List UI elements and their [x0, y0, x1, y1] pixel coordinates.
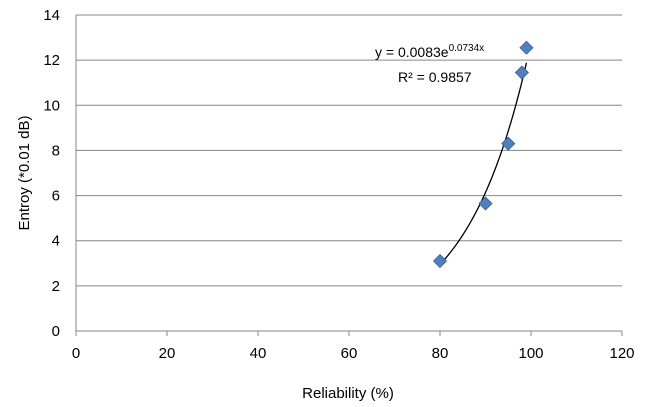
- equation-base: y = 0.0083e: [375, 44, 449, 60]
- y-tick-label: 0: [52, 323, 60, 340]
- y-tick-label: 14: [43, 7, 60, 24]
- data-point: [478, 196, 493, 211]
- y-axis-ticks: 0 2 4 6 8 10 12 14: [43, 7, 60, 340]
- data-point: [519, 40, 534, 55]
- data-points: [432, 40, 534, 269]
- x-tick-label: 120: [609, 345, 634, 362]
- x-tick-label: 100: [518, 345, 543, 362]
- data-point: [514, 65, 529, 80]
- x-axis-ticks: 0 20 40 60 80 100 120: [72, 331, 635, 362]
- x-axis-title: Reliability (%): [302, 385, 394, 402]
- trendline-equation: y = 0.0083e0.0734x: [375, 43, 484, 60]
- y-tick-label: 6: [52, 188, 60, 205]
- y-tick-label: 2: [52, 278, 60, 295]
- gridlines: [76, 14, 622, 287]
- trendline: [439, 62, 528, 265]
- x-tick-label: 0: [72, 345, 80, 362]
- axes: [75, 15, 622, 332]
- x-tick-label: 60: [341, 345, 358, 362]
- data-point: [432, 253, 448, 269]
- x-tick-label: 20: [159, 345, 176, 362]
- x-tick-label: 80: [432, 345, 449, 362]
- y-tick-label: 4: [52, 233, 60, 250]
- y-tick-label: 10: [43, 97, 60, 114]
- data-point: [501, 136, 516, 151]
- r-squared-label: R² = 0.9857: [398, 69, 472, 85]
- y-axis-title: Entroy (*0.01 dB): [16, 115, 33, 230]
- equation-exponent: 0.0734x: [449, 43, 485, 54]
- x-tick-label: 40: [250, 345, 267, 362]
- y-tick-label: 8: [52, 142, 60, 159]
- y-tick-label: 12: [43, 52, 60, 69]
